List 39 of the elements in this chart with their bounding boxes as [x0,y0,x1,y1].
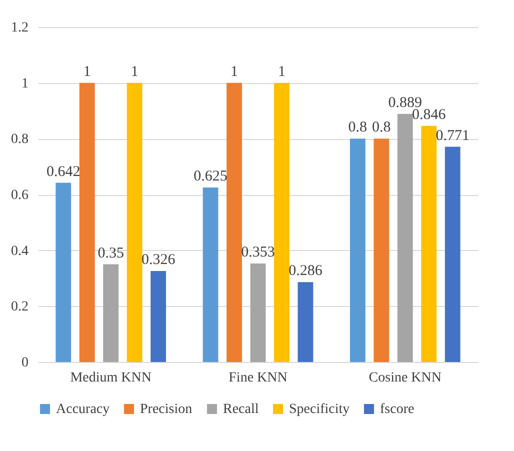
bar [56,182,72,362]
bar [274,82,290,362]
bar [250,263,266,362]
bar [298,282,314,362]
bar [374,138,390,362]
legend-label: Specificity [289,402,350,417]
data-label: 1 [130,64,138,80]
y-tick-label: 1 [22,76,28,92]
legend-label: fscore [380,402,414,417]
legend-label: Recall [223,402,259,417]
bar [226,82,242,362]
bar [103,264,119,362]
x-tick-label: Fine KNN [228,370,288,386]
data-label: 0.35 [98,245,124,262]
y-tick-label: 0.8 [11,132,28,148]
bar [350,138,366,362]
bar [397,114,413,362]
y-tick-label: 0.4 [11,244,28,259]
data-label: 1 [230,64,238,80]
y-tick-label: 1.2 [11,20,28,36]
x-tick-label: Cosine KNN [368,370,442,386]
data-label: 1 [83,64,91,80]
bar [150,270,166,362]
legend-label: Accuracy [56,402,110,417]
data-label: 0.642 [46,164,80,180]
legend-label: Precision [140,402,192,417]
data-label: 0.8 [372,120,391,136]
y-tick-label: 0.2 [11,300,28,315]
x-tick-label: Medium KNN [70,370,152,386]
data-label: 0.846 [412,106,446,123]
bar [202,188,218,362]
bar [79,82,95,362]
bar [444,146,460,362]
y-tick-label: 0 [22,356,28,370]
data-label: 0.8 [348,120,368,136]
data-label: 1 [278,64,286,80]
y-tick-label: 0.6 [11,188,28,203]
bar [421,126,437,362]
bar [126,82,142,362]
